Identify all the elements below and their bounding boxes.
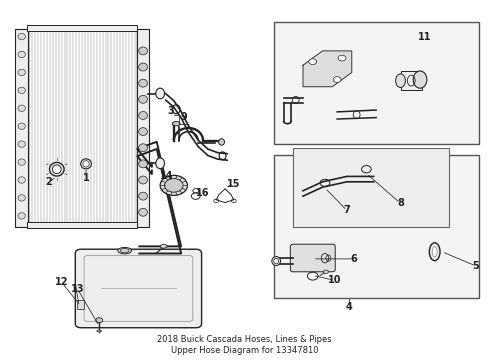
Circle shape — [332, 77, 340, 82]
Ellipse shape — [49, 162, 64, 176]
Circle shape — [164, 179, 183, 192]
Ellipse shape — [139, 79, 147, 87]
Ellipse shape — [431, 247, 436, 257]
Ellipse shape — [97, 330, 102, 332]
Ellipse shape — [18, 195, 25, 201]
Circle shape — [323, 270, 328, 274]
Bar — [273, 22, 478, 144]
Circle shape — [337, 55, 345, 61]
Ellipse shape — [428, 243, 439, 261]
Circle shape — [308, 59, 316, 64]
Text: 2018 Buick Cascada Hoses, Lines & Pipes
Upper Hose Diagram for 13347810: 2018 Buick Cascada Hoses, Lines & Pipes … — [157, 335, 331, 355]
Ellipse shape — [139, 160, 147, 168]
Bar — [137, 30, 149, 226]
Bar — [400, 71, 422, 90]
Ellipse shape — [18, 105, 25, 112]
Ellipse shape — [18, 213, 25, 219]
Ellipse shape — [118, 247, 131, 254]
Circle shape — [96, 318, 102, 323]
Ellipse shape — [18, 51, 25, 58]
Ellipse shape — [52, 165, 61, 174]
Ellipse shape — [18, 87, 25, 94]
Text: 6: 6 — [350, 254, 357, 264]
Ellipse shape — [18, 33, 25, 40]
Ellipse shape — [156, 88, 164, 99]
Bar — [273, 155, 478, 298]
Polygon shape — [303, 51, 351, 87]
Ellipse shape — [160, 244, 167, 248]
Bar — [293, 148, 448, 226]
Text: 7: 7 — [343, 206, 349, 216]
Ellipse shape — [82, 161, 89, 167]
Text: 11: 11 — [417, 32, 431, 41]
Ellipse shape — [18, 69, 25, 76]
Text: 5: 5 — [472, 261, 479, 271]
Ellipse shape — [139, 192, 147, 200]
Ellipse shape — [271, 257, 280, 266]
Text: 1: 1 — [82, 173, 89, 183]
Text: 16: 16 — [196, 188, 209, 198]
Ellipse shape — [273, 258, 278, 264]
Ellipse shape — [156, 158, 164, 169]
Text: 12: 12 — [55, 277, 68, 287]
Text: 3: 3 — [167, 106, 173, 116]
Bar — [77, 300, 84, 309]
Text: 14: 14 — [160, 171, 173, 181]
Ellipse shape — [139, 112, 147, 120]
Ellipse shape — [139, 95, 147, 103]
FancyBboxPatch shape — [290, 244, 334, 272]
Ellipse shape — [139, 47, 147, 55]
Ellipse shape — [18, 141, 25, 147]
Circle shape — [160, 175, 187, 195]
Ellipse shape — [139, 176, 147, 184]
Text: 2: 2 — [45, 177, 52, 187]
Bar — [27, 30, 137, 226]
Text: 4: 4 — [345, 302, 352, 312]
Ellipse shape — [18, 177, 25, 183]
Text: 13: 13 — [71, 284, 84, 294]
Ellipse shape — [81, 159, 91, 169]
Bar — [27, 222, 137, 228]
Bar — [15, 30, 28, 226]
Ellipse shape — [120, 248, 129, 253]
Text: 15: 15 — [226, 179, 240, 189]
Text: 10: 10 — [327, 275, 341, 285]
Ellipse shape — [139, 208, 147, 216]
Ellipse shape — [395, 74, 405, 87]
Bar — [27, 25, 137, 31]
Ellipse shape — [139, 63, 147, 71]
Ellipse shape — [18, 123, 25, 130]
FancyBboxPatch shape — [75, 249, 201, 328]
Ellipse shape — [18, 159, 25, 165]
Text: 8: 8 — [396, 198, 403, 208]
Ellipse shape — [139, 128, 147, 135]
Ellipse shape — [412, 71, 426, 88]
Ellipse shape — [218, 139, 224, 145]
Text: 9: 9 — [180, 112, 187, 122]
Ellipse shape — [172, 122, 180, 126]
Ellipse shape — [139, 144, 147, 152]
